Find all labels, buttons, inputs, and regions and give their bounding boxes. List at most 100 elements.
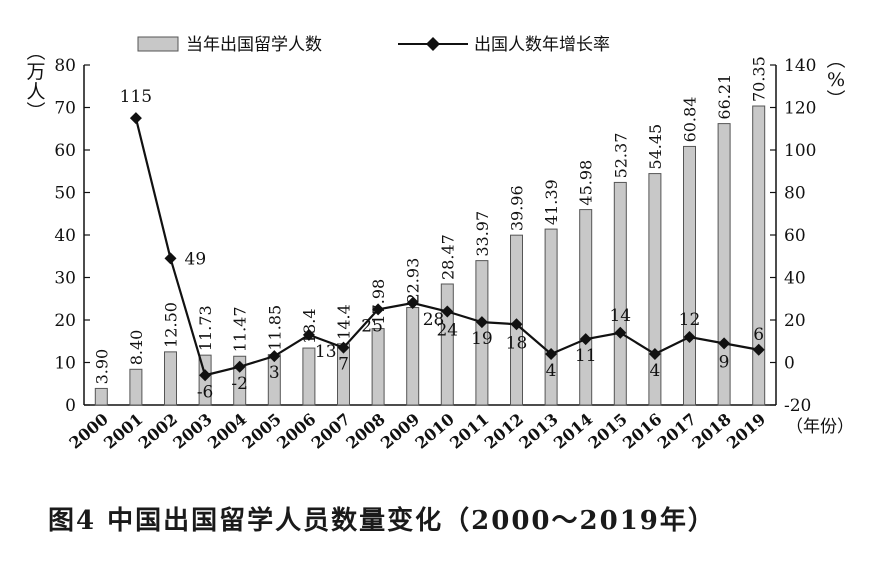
- bar-value-label: 54.45: [646, 124, 665, 170]
- growth-value-label: -2: [231, 374, 248, 394]
- x-tick-label: 2002: [135, 410, 181, 453]
- y-left-axis-label: ︵万人︶: [26, 41, 45, 123]
- x-tick-label: 2011: [446, 410, 492, 453]
- x-tick-label: 2003: [169, 410, 215, 453]
- growth-value-label: 14: [609, 306, 631, 326]
- bar: [544, 228, 558, 406]
- growth-value-label: 18: [506, 333, 528, 353]
- growth-marker: [683, 331, 696, 343]
- bar-value-label: 14.4: [335, 304, 354, 340]
- y-left-tick-label: 30: [54, 269, 76, 289]
- x-tick-label: 2015: [585, 410, 631, 453]
- x-tick-label: 2018: [688, 410, 734, 453]
- y-left-tick-label: 40: [54, 226, 76, 246]
- x-tick-label: 2001: [100, 410, 146, 453]
- bar-value-label: 12.50: [162, 302, 181, 348]
- y-right-tick-label: 120: [784, 99, 816, 119]
- x-tick-label: 2009: [377, 410, 423, 453]
- growth-marker: [718, 337, 731, 350]
- growth-marker: [648, 348, 661, 360]
- bar: [683, 145, 696, 406]
- bar-value-label: 8.40: [127, 330, 146, 366]
- y-right-tick-label: 20: [784, 311, 806, 331]
- x-tick-label: 2006: [273, 410, 319, 453]
- bar-labels: 3.908.40 12.50 11.73 11.47 11.85 13.4 14.4 17.9…: [92, 56, 768, 384]
- x-tick-label: 2014: [550, 410, 596, 453]
- y-right-tick-label: 0: [784, 354, 795, 374]
- x-tick-label: 2008: [342, 410, 388, 453]
- growth-marker: [372, 303, 385, 316]
- y-right-tick-label: 100: [784, 141, 816, 161]
- growth-value-label: 28: [423, 310, 445, 330]
- growth-value-label: 13: [315, 342, 337, 362]
- bar: [164, 351, 177, 406]
- x-tick-label: 2016: [619, 410, 665, 453]
- growth-value-label: -6: [197, 382, 214, 402]
- growth-value-label: 4: [546, 361, 557, 381]
- x-tick-label: 2007: [308, 410, 354, 453]
- bar-value-label: 66.21: [715, 74, 734, 120]
- bar: [613, 181, 627, 406]
- bar: [752, 105, 766, 406]
- legend-diamond-marker: [426, 37, 440, 51]
- bar-value-label: 70.35: [750, 56, 769, 102]
- bar: [129, 368, 143, 406]
- bar: [302, 347, 316, 406]
- growth-marker: [164, 252, 177, 265]
- bar-value-label: 22.93: [404, 258, 423, 304]
- bar-value-label: 33.97: [473, 211, 492, 257]
- growth-value-label: 3: [269, 363, 280, 383]
- growth-value-label: 19: [471, 329, 493, 349]
- x-tick-label: 2004: [204, 410, 250, 453]
- bar: [717, 123, 731, 406]
- bar-value-label: 11.47: [231, 306, 250, 352]
- growth-marker: [752, 343, 765, 356]
- growth-marker: [129, 112, 142, 125]
- bar: [371, 328, 385, 406]
- bar-value-label: 52.37: [611, 133, 630, 179]
- y-left-tick-label: 50: [54, 184, 76, 204]
- growth-value-label: 24: [436, 321, 458, 341]
- legend-bar-swatch: [137, 36, 179, 52]
- growth-value-label: 12: [679, 310, 701, 330]
- x-tick-label: 2019: [723, 410, 769, 453]
- y-right-tick-label: 140: [784, 56, 816, 76]
- bar: [648, 173, 662, 406]
- x-tick-label: 2010: [412, 410, 458, 453]
- bar-value-label: 11.85: [265, 305, 284, 351]
- legend-bar-label: 当年出国留学人数: [186, 35, 322, 55]
- x-axis-label: （年份）: [786, 417, 854, 437]
- y-left-tick-label: 0: [65, 396, 76, 416]
- legend-line-label: 出国人数年增长率: [474, 35, 610, 55]
- y-left-tick-label: 10: [54, 354, 76, 374]
- growth-marker: [545, 348, 558, 360]
- chart: 当年出国留学人数 出国人数年增长率 0 10 20 30 40 50 60 70 80 -20 0 2…: [26, 35, 854, 453]
- legend: 当年出国留学人数 出国人数年增长率: [137, 35, 610, 55]
- x-tick-label: 2012: [481, 410, 527, 453]
- y-right-tick-label: 60: [784, 226, 806, 246]
- y-right-axis-label: ︵% ︶: [826, 49, 845, 111]
- growth-marker: [475, 316, 488, 329]
- growth-value-label: 4: [649, 361, 660, 381]
- growth-marker: [441, 305, 454, 318]
- growth-value-label: 6: [753, 325, 764, 345]
- bar-value-label: 41.39: [542, 179, 561, 225]
- bar-value-label: 28.47: [438, 234, 457, 280]
- bar: [440, 283, 454, 406]
- figure-caption: 图4 中国出国留学人员数量变化（2000～2019年）: [48, 506, 716, 536]
- x-tick-label: 2013: [515, 410, 561, 453]
- growth-value-label: 115: [120, 87, 152, 107]
- y-right-tick-label: -20: [784, 396, 811, 416]
- bars: [94, 105, 766, 406]
- growth-marker: [510, 318, 523, 331]
- growth-marker: [614, 326, 627, 339]
- growth-marker: [337, 341, 350, 354]
- bar-value-label: 60.84: [681, 97, 700, 143]
- growth-marker: [199, 369, 212, 382]
- growth-marker: [268, 350, 281, 363]
- y-left-tick-label: 70: [54, 99, 76, 119]
- bar-value-label: 45.98: [577, 160, 596, 206]
- growth-value-label: 25: [361, 316, 383, 336]
- growth-marker: [302, 328, 315, 341]
